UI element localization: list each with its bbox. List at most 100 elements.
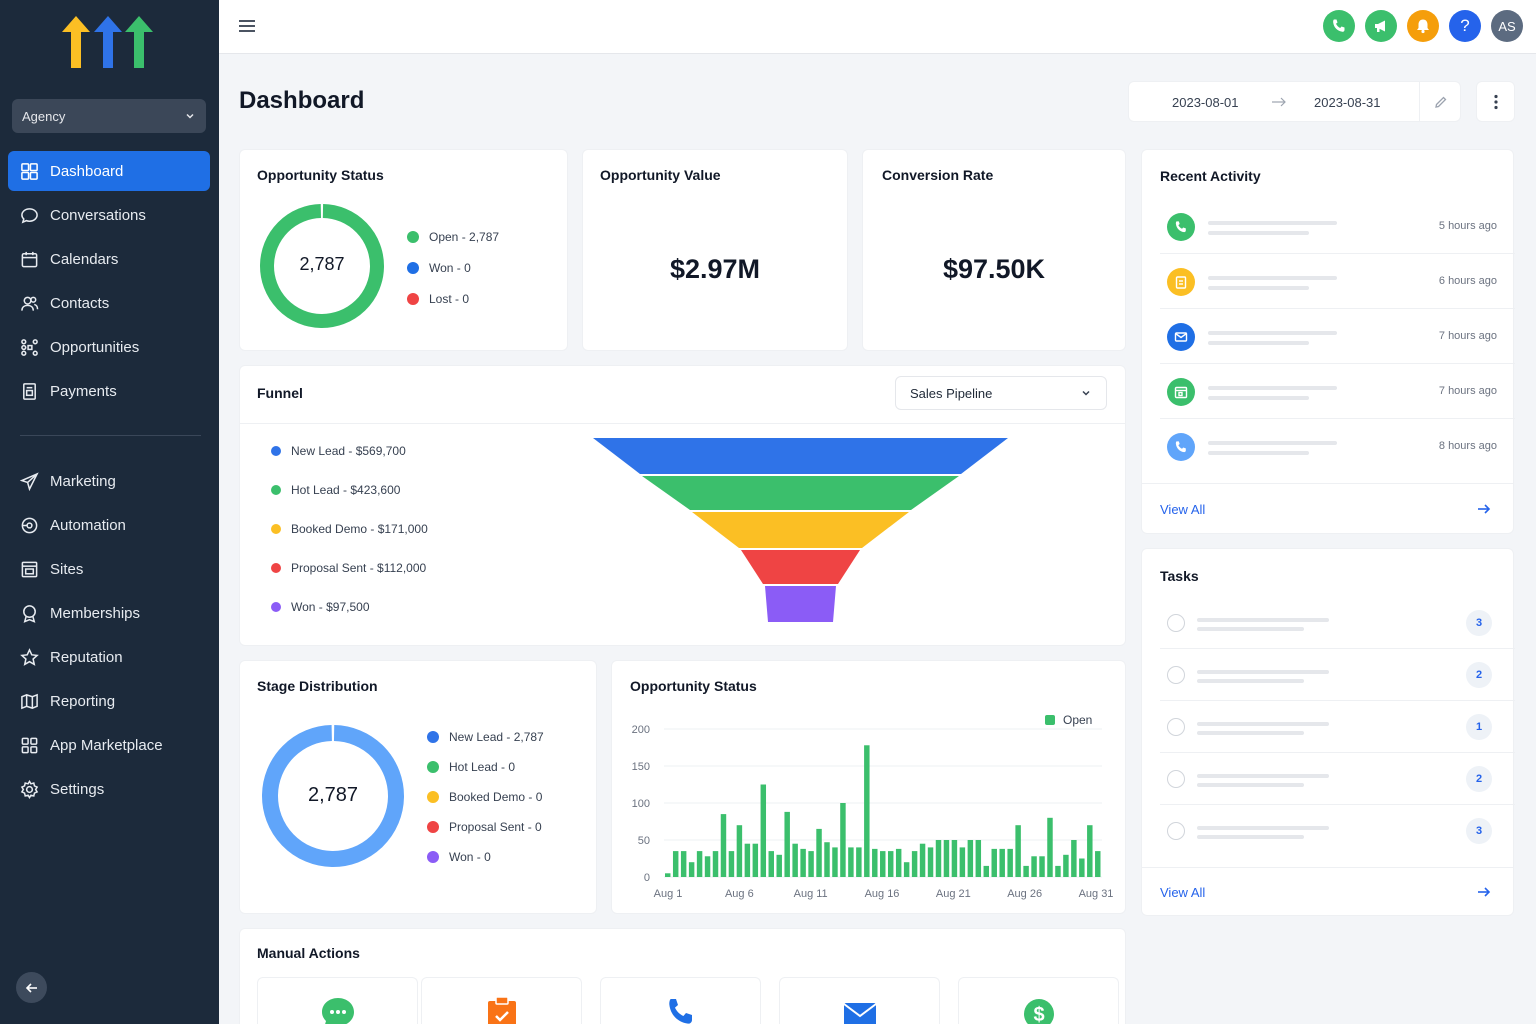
avatar[interactable]: AS — [1491, 10, 1523, 42]
sidebar-item-payments[interactable]: Payments — [8, 371, 210, 411]
sidebar-item-reporting[interactable]: Reporting — [8, 681, 210, 721]
manual-action-sms[interactable] — [257, 977, 418, 1024]
bar[interactable] — [983, 865, 990, 877]
bar[interactable] — [943, 840, 950, 877]
bar[interactable] — [872, 848, 878, 877]
bar[interactable] — [672, 851, 679, 877]
bar[interactable] — [728, 851, 735, 877]
bar[interactable] — [1095, 851, 1101, 877]
activity-item[interactable]: 7 hours ago — [1160, 310, 1515, 364]
pencil-icon[interactable] — [1434, 95, 1448, 109]
bar[interactable] — [744, 843, 751, 877]
sidebar-item-calendars[interactable]: Calendars — [8, 239, 210, 279]
account-switcher[interactable]: Agency — [12, 99, 206, 133]
bar[interactable] — [856, 847, 862, 877]
help-button[interactable]: ? — [1449, 10, 1481, 42]
bar[interactable] — [760, 784, 767, 878]
bar[interactable] — [951, 840, 958, 877]
manual-action-payment[interactable]: $ — [958, 977, 1119, 1024]
sidebar-item-automation[interactable]: Automation — [8, 505, 210, 545]
notifications-button[interactable] — [1407, 10, 1439, 42]
bar[interactable] — [911, 851, 918, 877]
sidebar-item-reputation[interactable]: Reputation — [8, 637, 210, 677]
bar[interactable] — [1039, 856, 1045, 877]
bar[interactable] — [720, 814, 727, 877]
bar[interactable] — [880, 851, 886, 877]
task-checkbox[interactable] — [1167, 718, 1185, 736]
sidebar-item-opportunities[interactable]: Opportunities — [8, 327, 210, 367]
task-checkbox[interactable] — [1167, 666, 1185, 684]
sidebar-item-memberships[interactable]: Memberships — [8, 593, 210, 633]
task-item[interactable]: 3 — [1160, 805, 1515, 857]
activity-item[interactable]: 8 hours ago — [1160, 420, 1515, 474]
date-range-picker[interactable]: 2023-08-01 2023-08-31 — [1128, 81, 1461, 122]
activity-item[interactable]: 6 hours ago — [1160, 255, 1515, 309]
bar[interactable] — [975, 840, 982, 877]
more-options-button[interactable] — [1476, 81, 1515, 122]
bar[interactable] — [752, 843, 759, 877]
activity-item[interactable]: 7 hours ago — [1160, 365, 1515, 419]
menu-icon[interactable] — [238, 17, 256, 35]
end-date[interactable]: 2023-08-31 — [1314, 95, 1381, 110]
bar[interactable] — [919, 843, 926, 877]
bar[interactable] — [887, 851, 894, 877]
view-all-activity-link[interactable]: View All — [1160, 502, 1206, 517]
bar[interactable] — [1031, 856, 1037, 877]
bar[interactable] — [1007, 848, 1013, 877]
task-checkbox[interactable] — [1167, 770, 1185, 788]
bar[interactable] — [1079, 858, 1085, 878]
bar[interactable] — [792, 843, 798, 877]
bar[interactable] — [824, 842, 830, 877]
sidebar-item-sites[interactable]: Sites — [8, 549, 210, 589]
bar[interactable] — [1047, 817, 1053, 877]
activity-item[interactable]: 5 hours ago — [1160, 200, 1515, 254]
bar[interactable] — [800, 848, 806, 877]
sidebar-item-app-marketplace[interactable]: App Marketplace — [8, 725, 210, 765]
sidebar-item-settings[interactable]: Settings — [8, 769, 210, 809]
bar[interactable] — [935, 840, 942, 877]
pipeline-select[interactable]: Sales Pipeline — [895, 376, 1107, 410]
bar[interactable] — [808, 851, 814, 877]
bar[interactable] — [848, 847, 854, 877]
bar[interactable] — [959, 847, 966, 877]
bar[interactable] — [840, 803, 846, 877]
bar[interactable] — [1015, 825, 1021, 877]
bar[interactable] — [999, 848, 1005, 877]
bar[interactable] — [903, 862, 910, 877]
bar[interactable] — [1071, 840, 1077, 877]
start-date[interactable]: 2023-08-01 — [1172, 95, 1239, 110]
view-all-tasks-link[interactable]: View All — [1160, 885, 1206, 900]
bar[interactable] — [1087, 825, 1093, 877]
bar[interactable] — [816, 828, 822, 877]
bar[interactable] — [688, 862, 695, 877]
manual-action-call[interactable] — [600, 977, 761, 1024]
call-button[interactable] — [1323, 10, 1355, 42]
bar[interactable] — [1055, 865, 1061, 877]
arrow-right-icon[interactable] — [1477, 503, 1491, 515]
bar[interactable] — [895, 848, 902, 877]
bar[interactable] — [1063, 854, 1069, 877]
task-item[interactable]: 2 — [1160, 753, 1515, 805]
bar[interactable] — [704, 856, 711, 877]
bar[interactable] — [1023, 865, 1029, 877]
manual-action-email[interactable] — [779, 977, 940, 1024]
bar[interactable] — [967, 840, 974, 877]
bar[interactable] — [832, 847, 838, 877]
bar[interactable] — [665, 873, 671, 877]
bar[interactable] — [680, 851, 687, 877]
task-item[interactable]: 3 — [1160, 597, 1515, 649]
bar[interactable] — [768, 851, 774, 877]
bar[interactable] — [784, 811, 790, 877]
bar[interactable] — [927, 847, 934, 877]
task-checkbox[interactable] — [1167, 822, 1185, 840]
bar[interactable] — [864, 745, 870, 877]
bar[interactable] — [776, 854, 782, 877]
sidebar-item-dashboard[interactable]: Dashboard — [8, 151, 210, 191]
bar[interactable] — [696, 851, 703, 877]
announcements-button[interactable] — [1365, 10, 1397, 42]
task-item[interactable]: 2 — [1160, 649, 1515, 701]
bar[interactable] — [991, 848, 997, 877]
sidebar-item-marketing[interactable]: Marketing — [8, 461, 210, 501]
collapse-sidebar-button[interactable] — [16, 972, 47, 1003]
task-checkbox[interactable] — [1167, 614, 1185, 632]
